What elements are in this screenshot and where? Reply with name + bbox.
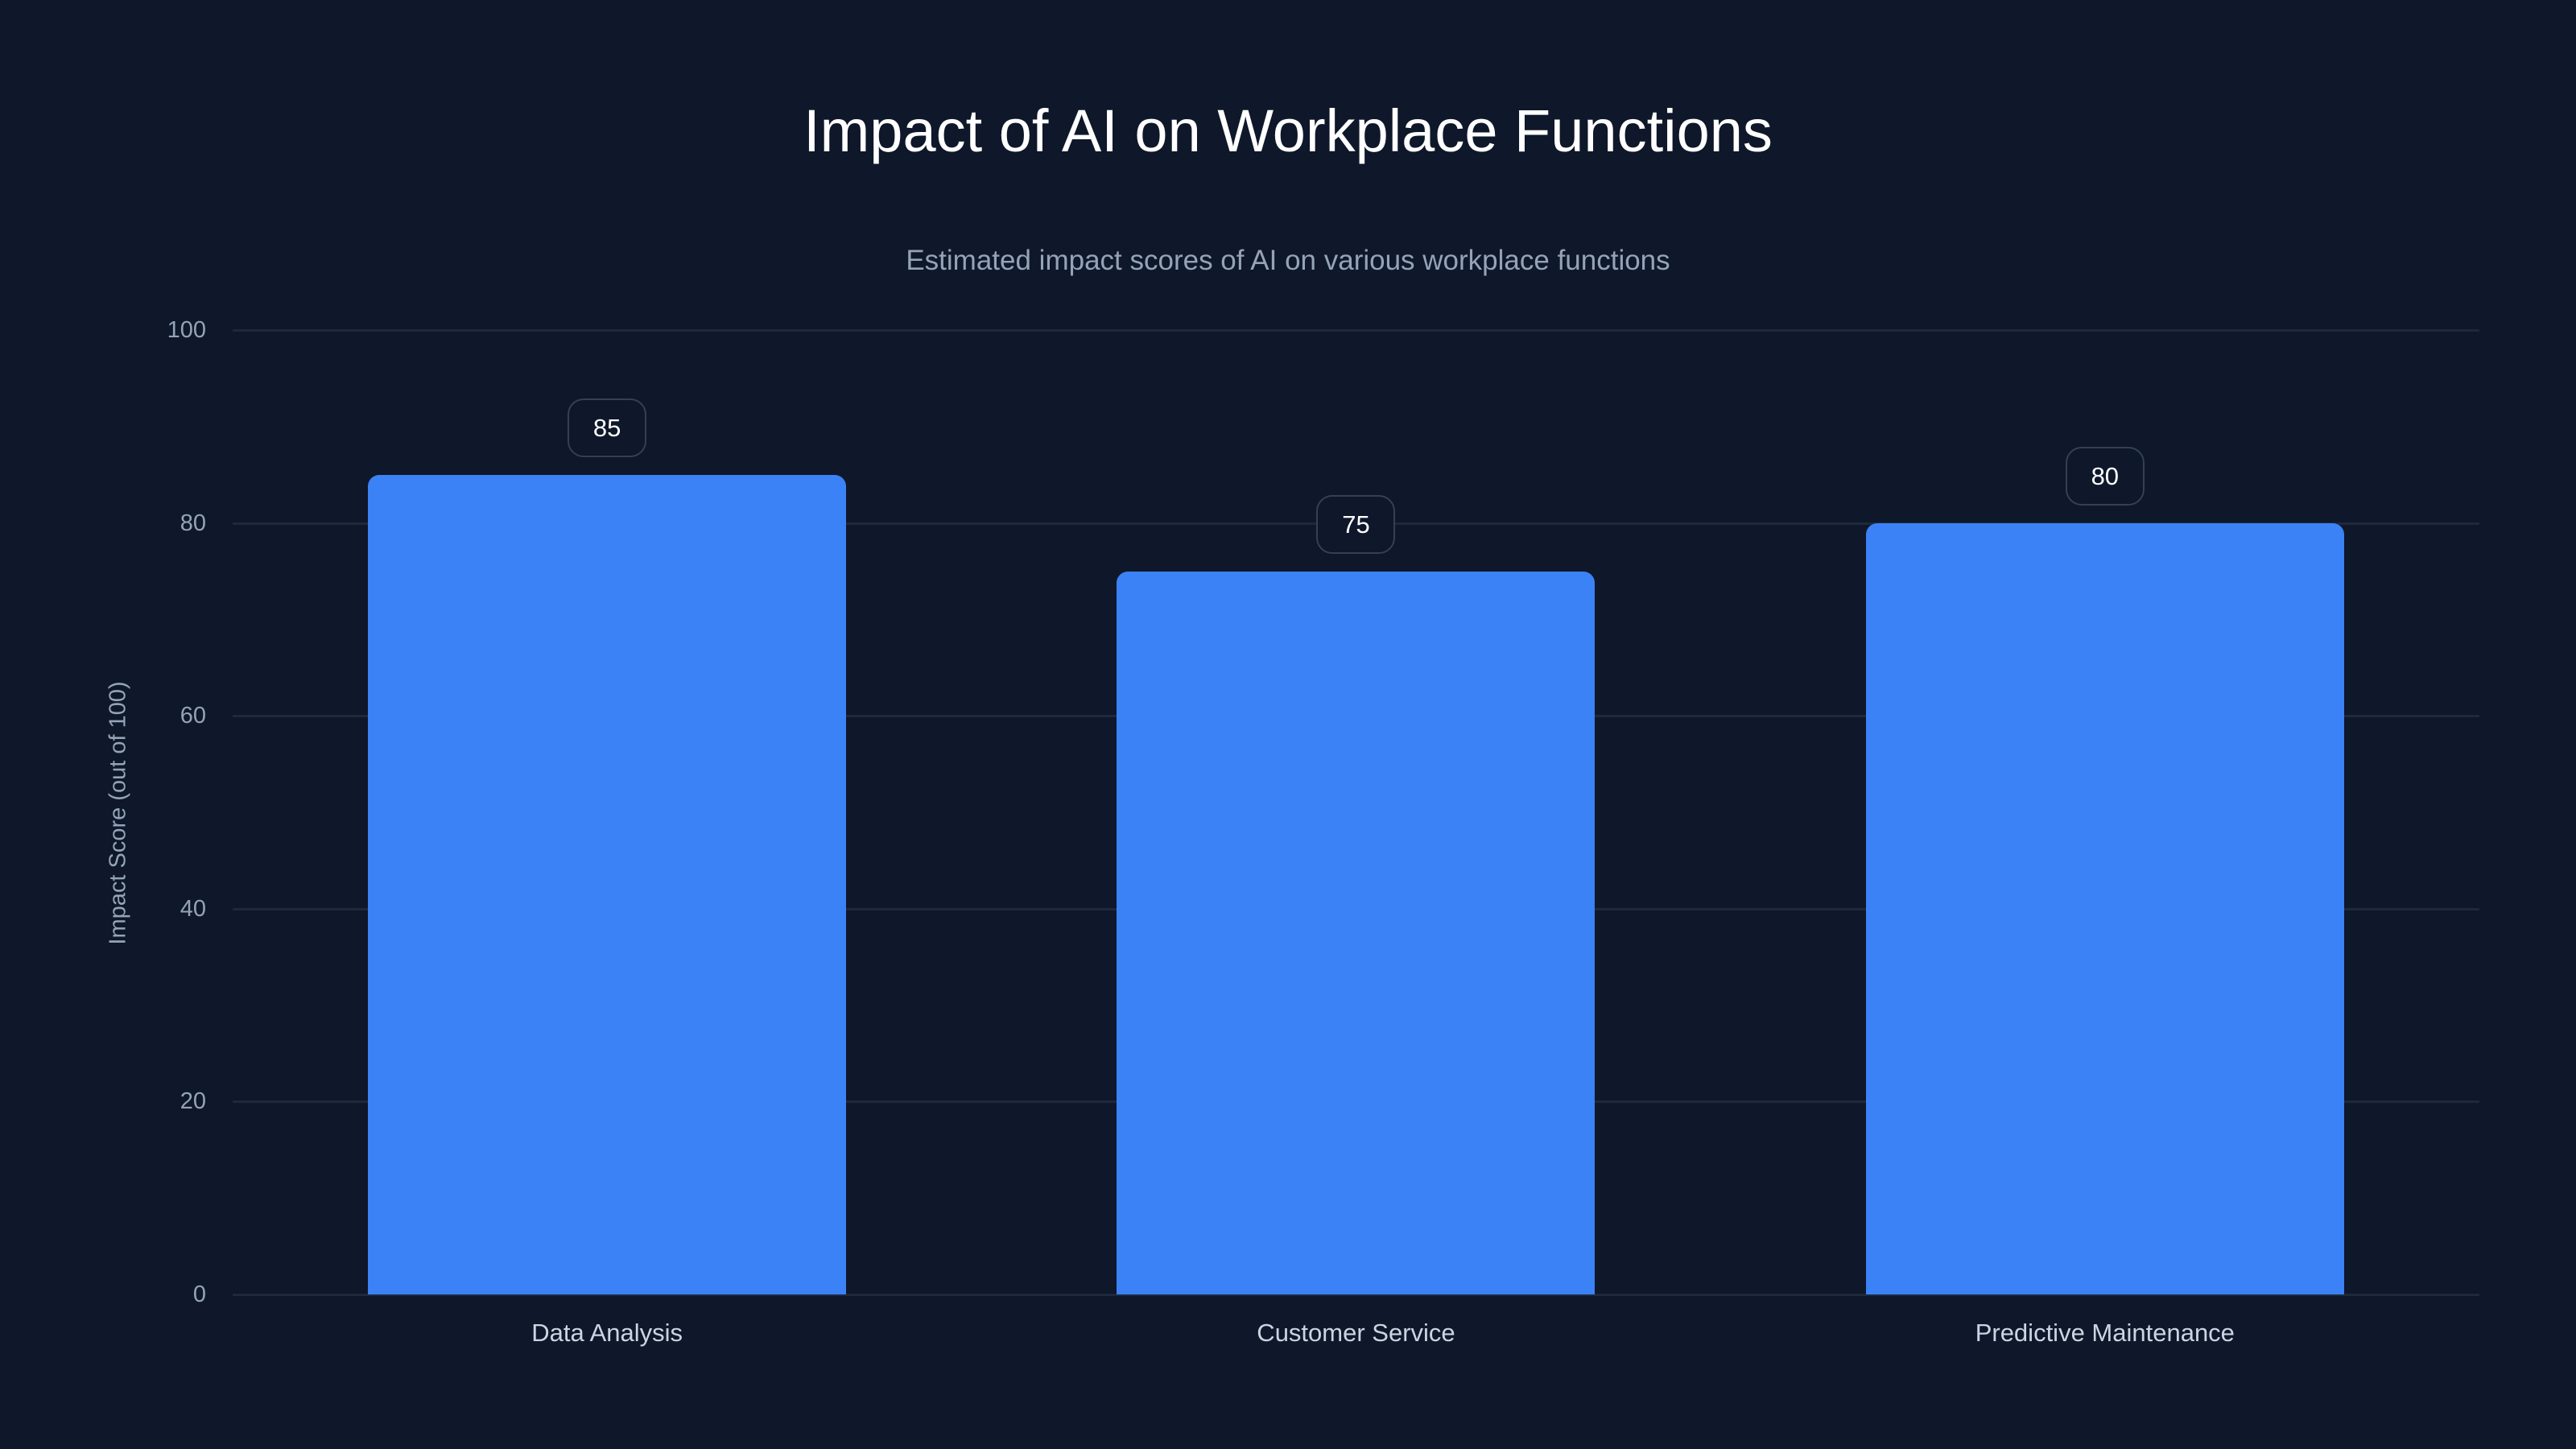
chart-title: Impact of AI on Workplace Functions (803, 97, 1773, 164)
plot-area: 0 20 40 60 80 100 85 Data Analysis 75 Customer Se… (167, 317, 2479, 1347)
bar[interactable] (368, 474, 847, 1294)
x-category-label: Customer Service (1257, 1319, 1455, 1347)
chart-subtitle: Estimated impact scores of AI on various… (906, 245, 1670, 276)
y-tick-label: 80 (180, 510, 206, 536)
x-category-label: Predictive Maintenance (1975, 1319, 2235, 1347)
bar[interactable] (1117, 571, 1596, 1294)
y-tick-label: 20 (180, 1088, 206, 1115)
y-tick-label: 100 (167, 317, 206, 343)
bar[interactable] (1865, 522, 2344, 1294)
x-category-label: Data Analysis (531, 1319, 683, 1347)
gridline (233, 329, 2479, 332)
bar-group: 85 Data Analysis (233, 330, 981, 1347)
bar-group: 75 Customer Service (981, 330, 1730, 1347)
value-label: 80 (2065, 446, 2145, 506)
bar-group: 80 Predictive Maintenance (1731, 330, 2479, 1347)
value-label: 75 (1316, 494, 1396, 554)
y-tick-label: 60 (180, 703, 206, 729)
value-label: 85 (568, 398, 647, 457)
y-tick-label: 40 (180, 895, 206, 922)
gridline (233, 1294, 2479, 1296)
y-tick-label: 0 (192, 1282, 206, 1307)
